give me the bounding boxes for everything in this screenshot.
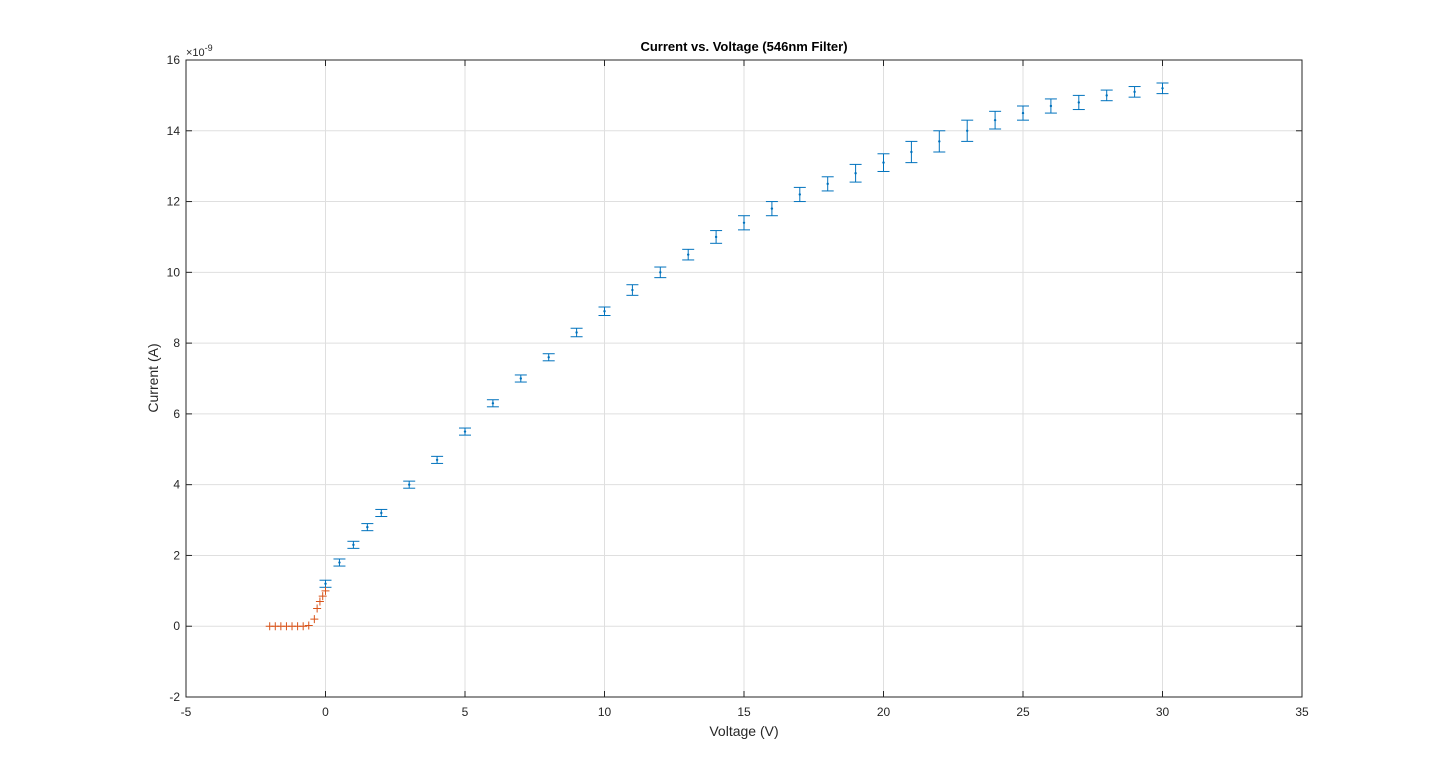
y-tick-label: 4 [173,478,180,492]
data-point [575,331,578,334]
plus-marker [315,597,324,606]
data-point [714,235,718,239]
chart-title: Current vs. Voltage (546nm Filter) [640,39,847,54]
data-point [519,377,522,380]
data-point [910,150,913,154]
y-axis-ticks: -2 0 2 4 6 8 10 12 14 16 [167,53,1302,704]
data-point [993,118,997,122]
data-point [1049,104,1053,108]
data-point [882,161,885,164]
x-axis-label: Voltage (V) [709,723,778,739]
series-1 [319,82,1169,588]
data-point [366,525,369,529]
x-axis-ticks: -5 0 5 10 15 20 25 30 35 [181,60,1309,719]
x-tick-label: 30 [1156,705,1170,719]
y-tick-label: 12 [167,195,181,209]
data-point [435,458,439,462]
data-point [1105,94,1108,97]
y-tick-label: -2 [169,690,180,704]
plus-marker [321,586,330,595]
data-point [798,193,801,196]
data-point [352,543,355,547]
x-tick-label: 25 [1016,705,1030,719]
x-tick-label: -5 [181,705,192,719]
y-tick-label: 0 [173,619,180,633]
x-tick-label: 10 [598,705,612,719]
x-tick-label: 15 [737,705,751,719]
x-tick-label: 0 [322,705,329,719]
plus-marker [318,592,327,601]
x-tick-label: 20 [877,705,891,719]
x-tick-label: 35 [1295,705,1309,719]
y-exponent-base: ×10 [186,47,205,59]
data-point [966,129,969,132]
data-point [338,561,341,564]
plus-marker [299,622,308,631]
plus-marker [304,621,313,630]
y-exponent-label: ×10-9 [186,43,213,59]
y-tick-label: 16 [167,53,181,67]
data-point [1161,87,1164,90]
series-layer [265,82,1169,631]
data-point [938,140,941,143]
data-point [603,310,606,313]
data-point [408,483,411,486]
y-axis-label: Current (A) [145,343,161,412]
y-tick-label: 2 [173,548,180,562]
data-point [659,271,662,274]
y-exponent-power: -9 [205,43,213,53]
data-point [1133,90,1136,94]
y-tick-label: 8 [173,336,180,350]
plus-marker [310,615,319,624]
data-point [324,582,327,585]
data-point [547,356,550,359]
data-point [380,511,383,515]
data-point [1021,111,1025,115]
data-point [854,172,857,175]
data-point [742,221,746,224]
series-2 [265,586,330,631]
data-point [826,182,829,186]
y-tick-label: 10 [167,265,181,279]
data-point [770,207,774,210]
data-point [463,430,467,433]
y-tick-label: 14 [167,124,181,138]
data-point [1077,101,1081,104]
y-tick-label: 6 [173,407,180,421]
data-point [631,288,634,292]
x-tick-label: 5 [462,705,469,719]
data-point [491,402,495,405]
plus-marker [313,604,322,613]
data-point [687,253,690,256]
